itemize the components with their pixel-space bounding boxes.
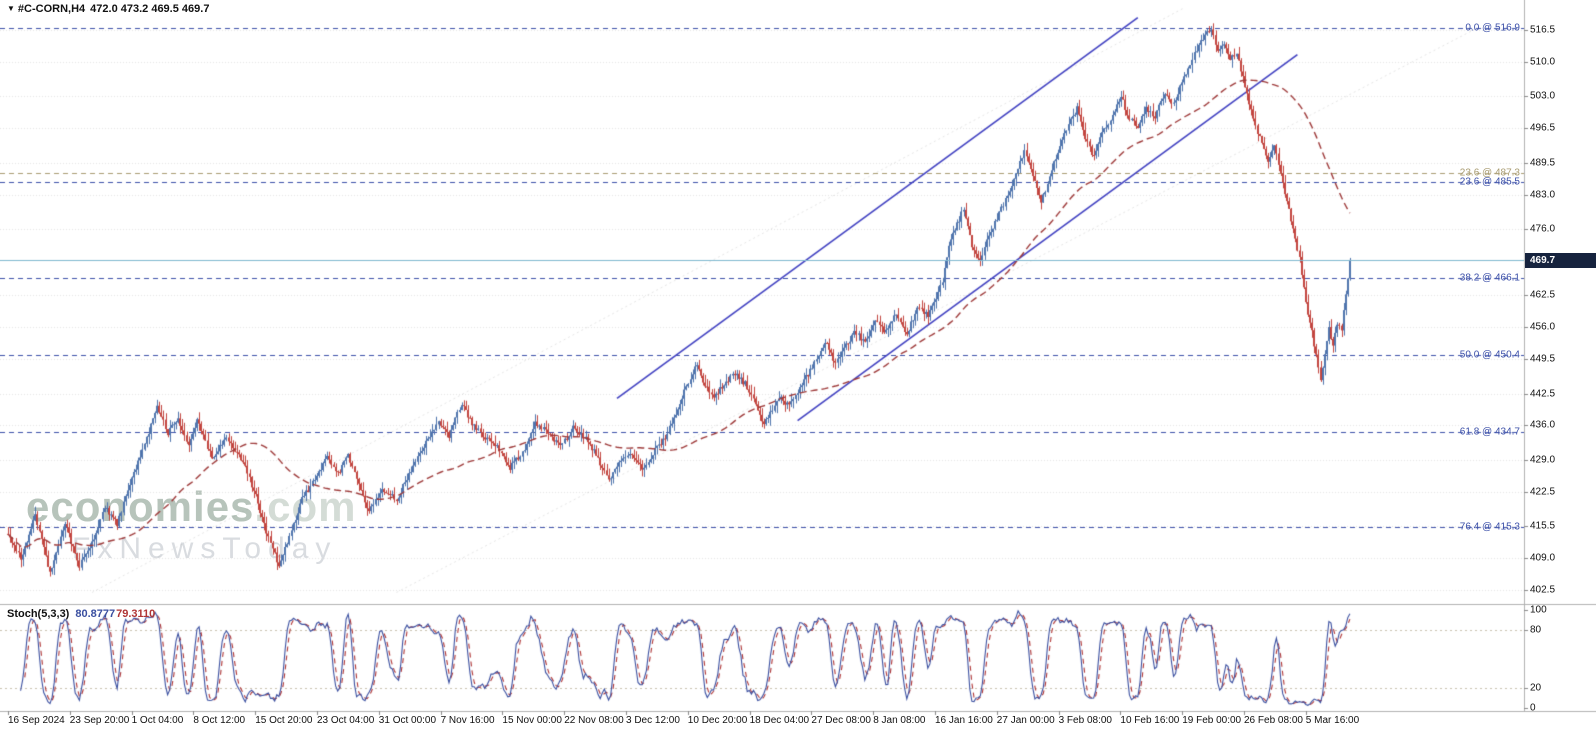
legend-symbol: #C-CORN,H4 — [17, 3, 86, 15]
stoch-indicator-label: Stoch(5,3,3) 80.877779.3110 — [7, 608, 155, 620]
symbol-marker-icon: ▼ — [7, 4, 15, 13]
current-price-value: 469.7 — [1530, 254, 1556, 266]
current-price-tag: 469.7 — [1525, 252, 1596, 268]
legend-ohlc: 472.0 473.2 469.5 469.7 — [90, 3, 210, 15]
chart-legend: ▼ #C-CORN,H4 472.0 473.2 469.5 469.7 — [7, 3, 209, 15]
stoch-value-k: 80.8777 — [75, 608, 116, 620]
stoch-value-d: 79.3110 — [116, 608, 156, 620]
stoch-name: Stoch(5,3,3) — [7, 608, 70, 620]
